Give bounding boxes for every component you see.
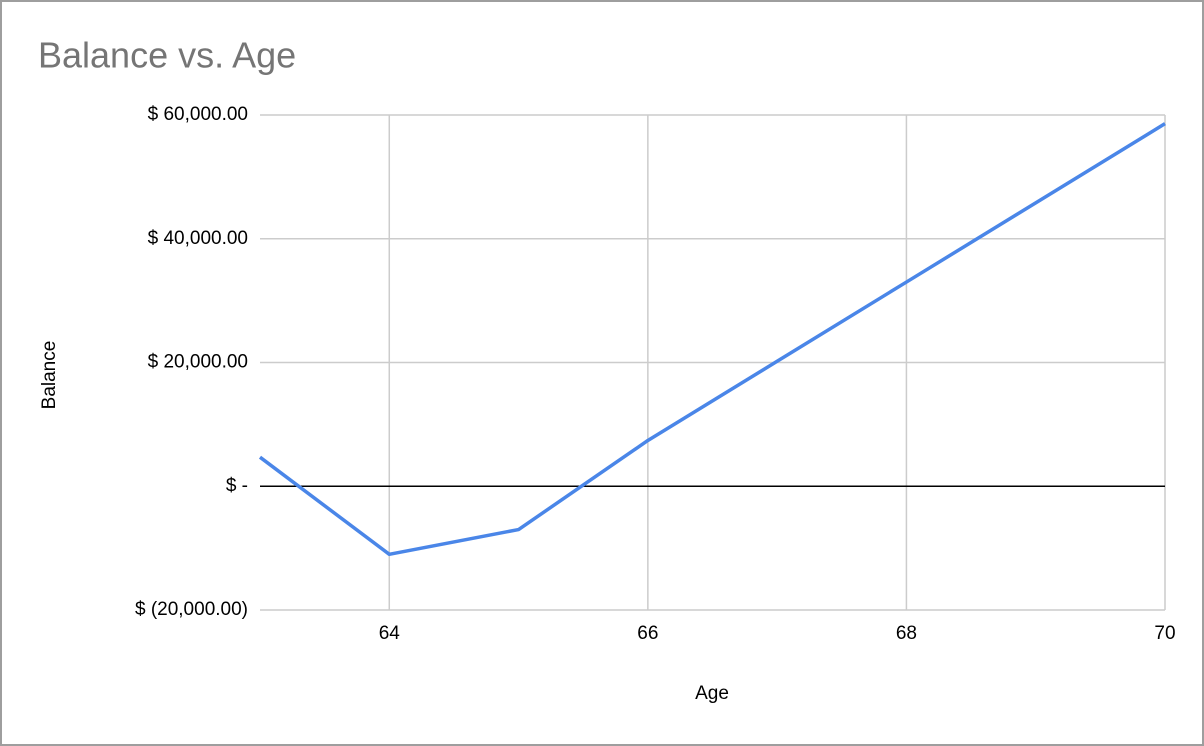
- y-tick-label: $ (20,000.00): [135, 599, 248, 620]
- chart-title: Balance vs. Age: [38, 35, 296, 76]
- y-tick-label: $ -: [226, 475, 248, 496]
- data-line: [258, 122, 1166, 557]
- x-tick-label: 64: [379, 623, 401, 644]
- x-axis-label: Age: [695, 683, 729, 704]
- y-tick-label: $ 60,000.00: [148, 104, 248, 125]
- x-tick-label: 70: [1154, 623, 1175, 644]
- x-tick-label: 66: [637, 623, 658, 644]
- y-tick-label: $ 40,000.00: [148, 228, 248, 249]
- y-tick-label: $ 20,000.00: [148, 352, 248, 373]
- x-tick-label: 68: [896, 623, 917, 644]
- y-axis-label: Balance: [39, 341, 60, 410]
